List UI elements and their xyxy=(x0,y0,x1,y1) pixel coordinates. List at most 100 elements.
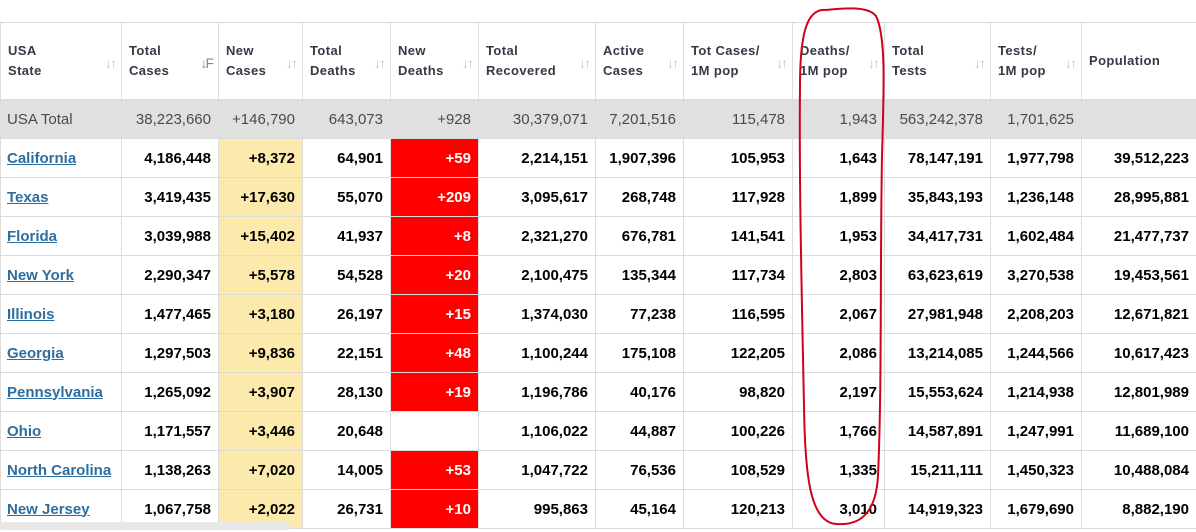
cell-total-tests: 14,919,323 xyxy=(884,489,991,529)
cell-new-cases: +15,402 xyxy=(218,216,303,256)
header-active-cases[interactable]: Active Cases ↓↑ xyxy=(595,22,684,100)
cell-total-recovered: 995,863 xyxy=(478,489,596,529)
cell-tests-per-1m: 3,270,538 xyxy=(990,255,1082,295)
cell-deaths-per-1m: 2,067 xyxy=(792,294,885,334)
cell-new-deaths: +19 xyxy=(390,372,479,412)
cell-total-cases: 1,171,557 xyxy=(121,411,219,451)
state-link[interactable]: California xyxy=(7,149,77,167)
header-line2: Cases xyxy=(129,63,170,78)
cell-active-cases: 268,748 xyxy=(595,177,684,217)
cell-deaths-per-1m: 2,197 xyxy=(792,372,885,412)
cell-state: Illinois xyxy=(0,294,122,334)
header-total-recovered[interactable]: Total Recovered ↓↑ xyxy=(478,22,596,100)
state-link[interactable]: New Jersey xyxy=(7,500,90,518)
header-line1: Total xyxy=(486,43,519,58)
header-line2: 1M pop xyxy=(998,63,1046,78)
header-deaths-per-1m[interactable]: Deaths/1M pop ↓↑ xyxy=(792,22,885,100)
cell-active-cases: 676,781 xyxy=(595,216,684,256)
header-state[interactable]: USA State ↓↑ xyxy=(0,22,122,100)
cell-active-cases: 7,201,516 xyxy=(595,99,684,139)
cell-total-tests: 63,623,619 xyxy=(884,255,991,295)
table-row: North Carolina 1,138,263 +7,020 14,005 +53 1,… xyxy=(0,450,1196,490)
sort-icon[interactable]: ↓↑ xyxy=(667,55,679,71)
sort-icon[interactable]: ↓↑ xyxy=(286,55,298,71)
cell-total-deaths: 41,937 xyxy=(302,216,391,256)
cell-tot-cases-per-1m: 120,213 xyxy=(683,489,793,529)
header-line2: Cases xyxy=(226,63,267,78)
cell-tot-cases-per-1m: 117,734 xyxy=(683,255,793,295)
state-link[interactable]: Illinois xyxy=(7,305,55,323)
header-total-cases[interactable]: Total Cases ↓F xyxy=(121,22,219,100)
sort-icon[interactable]: ↓↑ xyxy=(462,55,474,71)
header-line1: USA xyxy=(8,43,37,58)
sort-icon[interactable]: ↓↑ xyxy=(974,55,986,71)
sort-icon[interactable]: ↓↑ xyxy=(374,55,386,71)
header-total-deaths[interactable]: Total Deaths ↓↑ xyxy=(302,22,391,100)
cell-state: Pennsylvania xyxy=(0,372,122,412)
state-link[interactable]: Georgia xyxy=(7,344,64,362)
cell-active-cases: 44,887 xyxy=(595,411,684,451)
cell-new-deaths: +15 xyxy=(390,294,479,334)
state-link[interactable]: Texas xyxy=(7,188,49,206)
cell-tot-cases-per-1m: 105,953 xyxy=(683,138,793,178)
cell-new-cases: +17,630 xyxy=(218,177,303,217)
header-total-tests[interactable]: Total Tests ↓↑ xyxy=(884,22,991,100)
header-line2: Recovered xyxy=(486,63,557,78)
cell-population: 10,488,084 xyxy=(1081,450,1196,490)
cell-tot-cases-per-1m: 141,541 xyxy=(683,216,793,256)
cell-state: Florida xyxy=(0,216,122,256)
cell-new-deaths: +20 xyxy=(390,255,479,295)
sort-icon[interactable]: ↓↑ xyxy=(1065,55,1077,71)
sort-icon[interactable]: ↓↑ xyxy=(868,55,880,71)
state-link[interactable]: Florida xyxy=(7,227,58,245)
state-link[interactable]: New York xyxy=(7,266,74,284)
cell-state: North Carolina xyxy=(0,450,122,490)
sort-icon[interactable]: ↓↑ xyxy=(776,55,788,71)
cell-deaths-per-1m: 1,943 xyxy=(792,99,885,139)
sort-icon[interactable]: ↓↑ xyxy=(579,55,591,71)
header-line2: Deaths xyxy=(310,63,356,78)
cell-deaths-per-1m: 1,766 xyxy=(792,411,885,451)
cell-total-recovered: 3,095,617 xyxy=(478,177,596,217)
cell-new-cases: +146,790 xyxy=(218,99,303,139)
cell-tot-cases-per-1m: 98,820 xyxy=(683,372,793,412)
header-line1: Total xyxy=(892,43,925,58)
horizontal-scrollbar[interactable] xyxy=(0,522,290,530)
header-population[interactable]: Population xyxy=(1081,22,1196,100)
sort-icon[interactable]: ↓↑ xyxy=(105,55,117,71)
cell-total-recovered: 2,321,270 xyxy=(478,216,596,256)
table-row: Pennsylvania 1,265,092 +3,907 28,130 +19 1,19… xyxy=(0,372,1196,412)
header-line2: 1M pop xyxy=(691,63,739,78)
cell-total-recovered: 1,374,030 xyxy=(478,294,596,334)
cell-tot-cases-per-1m: 116,595 xyxy=(683,294,793,334)
cell-total-tests: 15,553,624 xyxy=(884,372,991,412)
table-row: New York 2,290,347 +5,578 54,528 +20 2,100,47… xyxy=(0,255,1196,295)
state-link[interactable]: North Carolina xyxy=(7,461,112,479)
cell-state: Texas xyxy=(0,177,122,217)
state-link[interactable]: Ohio xyxy=(7,422,42,440)
cell-tests-per-1m: 1,244,566 xyxy=(990,333,1082,373)
header-line1: Tot Cases/ xyxy=(691,43,760,58)
header-new-deaths[interactable]: New Deaths ↓↑ xyxy=(390,22,479,100)
cell-tests-per-1m: 1,977,798 xyxy=(990,138,1082,178)
cell-deaths-per-1m: 1,953 xyxy=(792,216,885,256)
cell-total-deaths: 54,528 xyxy=(302,255,391,295)
header-tests-per-1m[interactable]: Tests/1M pop ↓↑ xyxy=(990,22,1082,100)
cell-tot-cases-per-1m: 122,205 xyxy=(683,333,793,373)
cell-deaths-per-1m: 1,335 xyxy=(792,450,885,490)
header-tot-cases-per-1m[interactable]: Tot Cases/1M pop ↓↑ xyxy=(683,22,793,100)
header-line2: Population xyxy=(1089,53,1161,68)
cell-total-tests: 78,147,191 xyxy=(884,138,991,178)
header-line1: New xyxy=(226,43,254,58)
sort-icon[interactable]: ↓F xyxy=(200,55,213,71)
cell-new-deaths: +209 xyxy=(390,177,479,217)
cell-total-cases: 1,477,465 xyxy=(121,294,219,334)
cell-tot-cases-per-1m: 117,928 xyxy=(683,177,793,217)
header-new-cases[interactable]: New Cases ↓↑ xyxy=(218,22,303,100)
cell-total-recovered: 30,379,071 xyxy=(478,99,596,139)
cell-active-cases: 45,164 xyxy=(595,489,684,529)
cell-new-cases: +9,836 xyxy=(218,333,303,373)
state-link[interactable]: Pennsylvania xyxy=(7,383,103,401)
cell-new-deaths: +59 xyxy=(390,138,479,178)
cell-active-cases: 175,108 xyxy=(595,333,684,373)
